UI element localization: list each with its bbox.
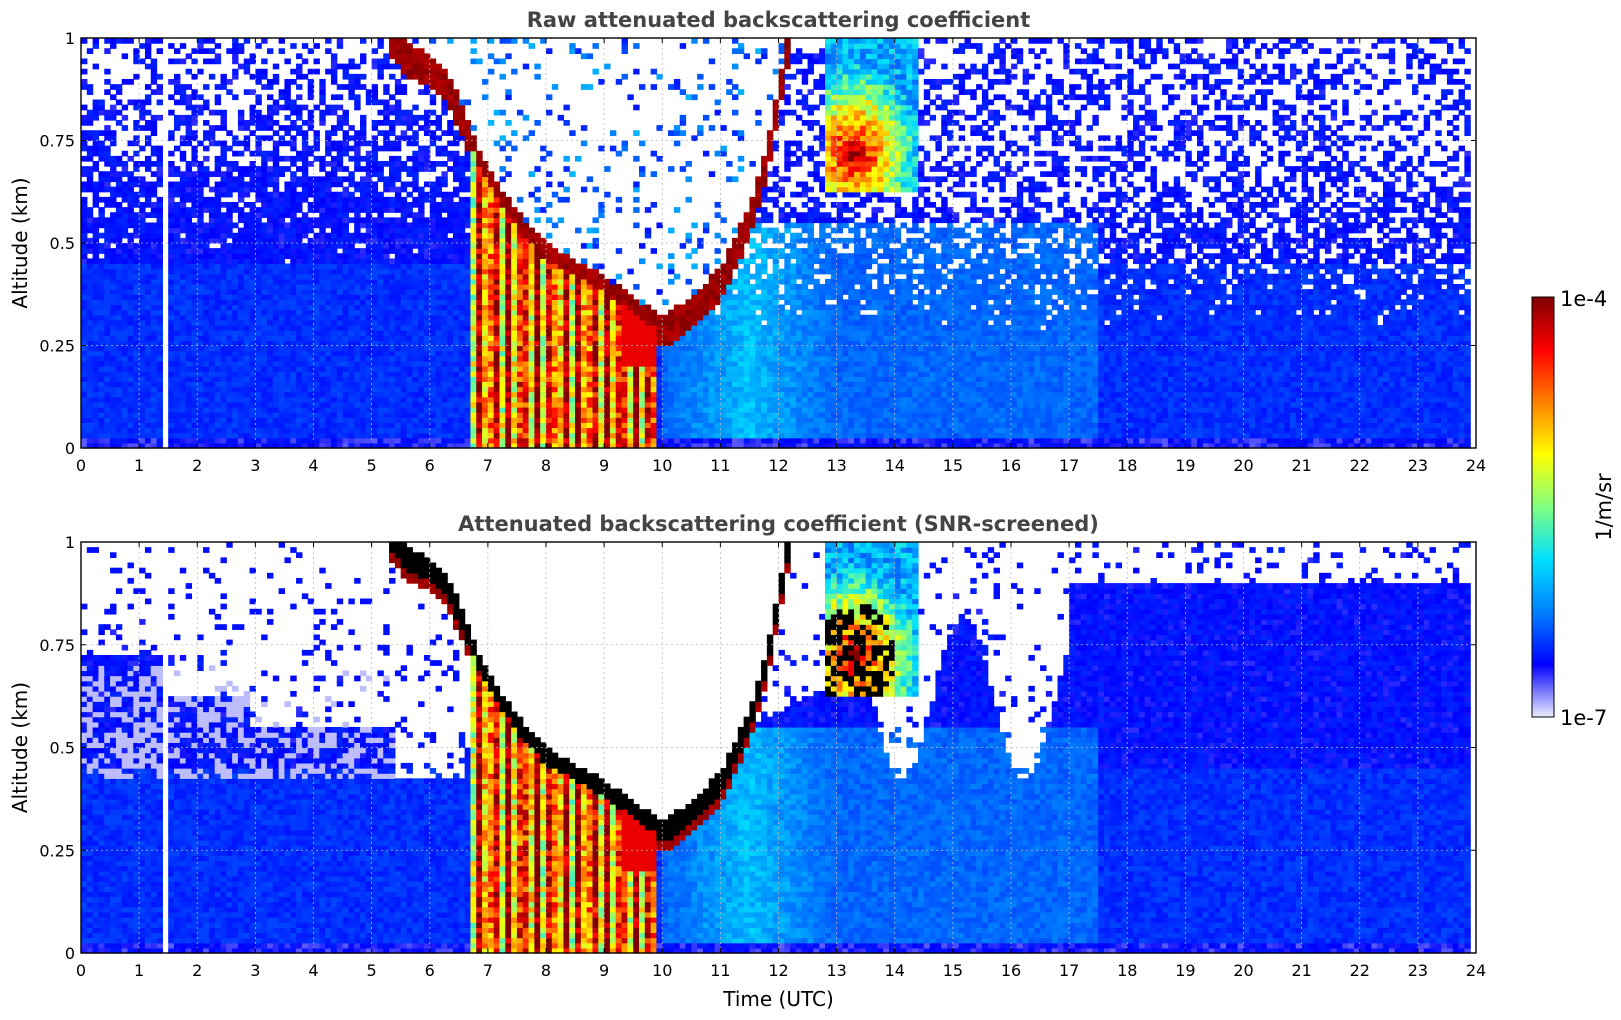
colorbar-min-label: 1e-7	[1560, 706, 1607, 730]
y-tick-label: 0.25	[39, 841, 75, 860]
x-tick-label: 24	[1466, 961, 1486, 980]
x-tick-label: 19	[1175, 456, 1195, 475]
x-tick-label: 23	[1408, 961, 1428, 980]
x-tick-label: 18	[1117, 961, 1137, 980]
x-tick-label: 12	[768, 456, 788, 475]
x-tick-label: 14	[885, 961, 905, 980]
x-tick-label: 24	[1466, 456, 1486, 475]
x-tick-label: 16	[1001, 456, 1021, 475]
colorbar: 1e-4 1e-7 1/m/sr	[1532, 287, 1616, 730]
x-tick-label: 4	[308, 456, 318, 475]
x-tick-label: 2	[192, 961, 202, 980]
x-tick-label: 9	[599, 456, 609, 475]
x-tick-label: 18	[1117, 456, 1137, 475]
x-tick-label: 15	[943, 456, 963, 475]
x-tick-label: 2	[192, 456, 202, 475]
y-tick-label: 0	[65, 944, 75, 963]
x-tick-label: 14	[885, 456, 905, 475]
x-tick-label: 20	[1233, 961, 1253, 980]
x-tick-label: 21	[1291, 456, 1311, 475]
x-tick-label: 16	[1001, 961, 1021, 980]
y-tick-label: 1	[65, 533, 75, 552]
y-axis-label: Altitude (km)	[8, 682, 32, 813]
x-tick-label: 11	[710, 961, 730, 980]
y-tick-label: 0.5	[50, 234, 75, 253]
y-axis-label: Altitude (km)	[8, 177, 32, 308]
x-tick-label: 19	[1175, 961, 1195, 980]
colorbar-max-label: 1e-4	[1560, 287, 1607, 311]
x-tick-label: 5	[367, 961, 377, 980]
y-tick-label: 0	[65, 439, 75, 458]
x-tick-label: 3	[250, 456, 260, 475]
panel-2: 0 1 2 3 4 5 6 7 8 9 10 11 12 13 14 15 16 17 18 19 20 21 22 23 24…	[8, 512, 1486, 1011]
colorbar-label: 1/m/sr	[1592, 473, 1616, 541]
x-tick-label: 10	[652, 961, 672, 980]
x-tick-label: 21	[1291, 961, 1311, 980]
x-tick-label: 7	[483, 456, 493, 475]
y-tick-label: 0.75	[39, 132, 75, 151]
x-tick-label: 15	[943, 961, 963, 980]
x-tick-label: 17	[1059, 961, 1079, 980]
x-tick-label: 13	[826, 961, 846, 980]
x-tick-label: 10	[652, 456, 672, 475]
x-tick-label: 3	[250, 961, 260, 980]
panel-1: 0 1 2 3 4 5 6 7 8 9 10 11 12 13 14 15 16 17 18 19 20 21 22 23 24…	[8, 8, 1486, 475]
y-tick-label: 0.25	[39, 337, 75, 356]
y-tick-label: 1	[65, 29, 75, 48]
x-tick-label: 20	[1233, 456, 1253, 475]
x-tick-label: 6	[425, 456, 435, 475]
x-tick-label: 1	[134, 456, 144, 475]
x-tick-label: 0	[76, 961, 86, 980]
x-tick-label: 13	[826, 456, 846, 475]
x-tick-label: 1	[134, 961, 144, 980]
x-tick-label: 8	[541, 456, 551, 475]
x-tick-label: 0	[76, 456, 86, 475]
y-tick-label: 0.75	[39, 636, 75, 655]
x-tick-label: 7	[483, 961, 493, 980]
x-tick-label: 23	[1408, 456, 1428, 475]
y-tick-label: 0.5	[50, 739, 75, 758]
x-tick-label: 6	[425, 961, 435, 980]
x-axis-label: Time (UTC)	[722, 987, 834, 1011]
x-tick-label: 5	[367, 456, 377, 475]
x-tick-label: 8	[541, 961, 551, 980]
x-tick-label: 12	[768, 961, 788, 980]
x-tick-label: 22	[1350, 961, 1370, 980]
x-tick-label: 22	[1350, 456, 1370, 475]
x-tick-label: 9	[599, 961, 609, 980]
x-tick-label: 4	[308, 961, 318, 980]
x-tick-label: 11	[710, 456, 730, 475]
x-tick-label: 17	[1059, 456, 1079, 475]
chart-title: Raw attenuated backscattering coefficien…	[527, 8, 1031, 32]
colorbar-gradient	[1532, 297, 1554, 717]
chart-title: Attenuated backscattering coefficient (S…	[458, 512, 1099, 536]
